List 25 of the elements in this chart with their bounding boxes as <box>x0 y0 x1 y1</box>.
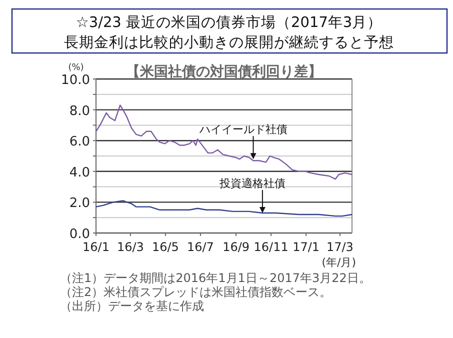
line-series <box>95 200 353 217</box>
chart-title: ☆3/23 最近の米国の債券市場（2017年3月） <box>76 14 382 31</box>
x-tick-label: 17/3 <box>326 240 354 254</box>
y-tick-label: 8.0 <box>69 104 90 119</box>
y-tick-label: 6.0 <box>69 134 90 150</box>
y-tick-label: 4.0 <box>69 165 90 180</box>
annotation: ハイイールド社債 <box>198 123 288 136</box>
annotation: 投資適格社債 <box>218 176 286 190</box>
y-tick-label: 0.0 <box>69 227 90 242</box>
chart-subtitle: 長期金利は比較的小動きの展開が継続すると予想 <box>64 34 394 51</box>
y-axis-title: (%) <box>68 63 84 73</box>
x-tick-label: 16/1 <box>82 240 110 254</box>
x-tick-label: 17/1 <box>292 240 320 254</box>
x-tick-label: 16/11 <box>254 240 288 254</box>
y-tick-label: 10.0 <box>61 73 90 88</box>
x-tick-label: 16/9 <box>222 240 250 254</box>
text: （注2）米社債スプレッドは米国社債指数ベース。 <box>60 285 332 299</box>
text: （注1）データ期間は2016年1月1日～2017年3月22日。 <box>60 271 371 285</box>
x-axis-title: (年/月) <box>322 256 356 269</box>
x-tick-label: 16/5 <box>152 240 179 254</box>
x-tick-label: 16/7 <box>186 240 214 254</box>
y-tick-label: 2.0 <box>69 196 90 212</box>
x-tick-label: 16/3 <box>116 240 144 254</box>
annotation: 【米国社債の対国債利回り差】 <box>126 63 322 80</box>
text: （出所）データを基に作成 <box>60 299 204 313</box>
